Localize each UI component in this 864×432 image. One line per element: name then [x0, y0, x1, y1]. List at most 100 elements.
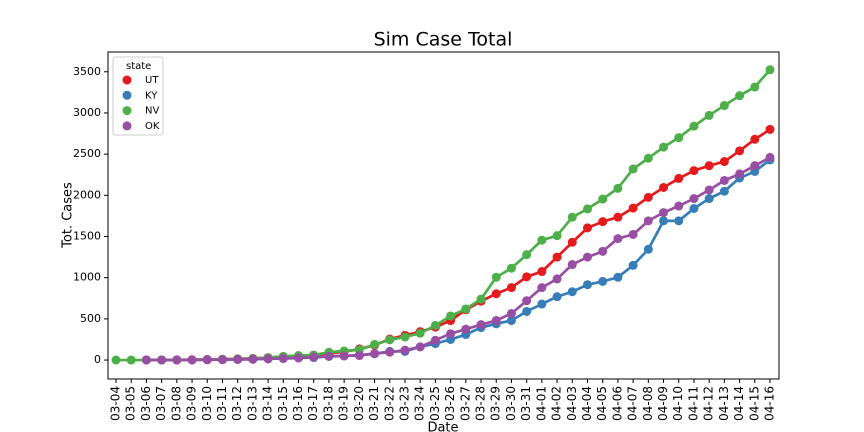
- data-point: [476, 294, 486, 304]
- data-point: [582, 280, 592, 290]
- y-tick-label: 2500: [73, 147, 101, 160]
- data-point: [567, 260, 577, 270]
- data-point: [506, 263, 516, 273]
- data-point: [522, 306, 532, 316]
- data-point: [628, 203, 638, 213]
- y-tick-label: 2000: [73, 188, 101, 201]
- data-point: [141, 355, 151, 365]
- data-point: [491, 316, 501, 326]
- data-point: [689, 194, 699, 204]
- data-point: [765, 124, 775, 134]
- x-tick-label: 03-05: [124, 386, 138, 421]
- data-point: [339, 351, 349, 361]
- data-point: [582, 252, 592, 262]
- data-point: [430, 335, 440, 345]
- x-tick-label: 04-06: [610, 386, 624, 421]
- data-point: [567, 212, 577, 222]
- data-point: [400, 332, 410, 342]
- data-point: [263, 354, 273, 364]
- x-tick-label: 03-12: [230, 386, 244, 421]
- legend-label: OK: [145, 121, 160, 132]
- x-tick-label: 04-13: [717, 386, 731, 421]
- data-point: [278, 353, 288, 363]
- data-point: [659, 208, 669, 218]
- x-tick-label: 03-26: [443, 386, 457, 421]
- data-point: [294, 353, 304, 363]
- data-point: [689, 203, 699, 213]
- data-point: [126, 355, 136, 365]
- data-point: [552, 231, 562, 241]
- data-point: [598, 194, 608, 204]
- x-tick-label: 03-08: [169, 386, 183, 421]
- data-point: [674, 133, 684, 143]
- data-point: [689, 121, 699, 131]
- x-tick-label: 04-16: [763, 386, 777, 421]
- data-point: [491, 272, 501, 282]
- x-tick-label: 03-17: [306, 386, 320, 421]
- x-tick-label: 03-28: [474, 386, 488, 421]
- x-tick-label: 03-15: [276, 386, 290, 421]
- y-axis-label: Tot. Cases: [61, 182, 76, 249]
- data-point: [446, 311, 456, 321]
- x-tick-label: 03-25: [428, 386, 442, 421]
- data-point: [324, 351, 334, 361]
- data-point: [217, 355, 227, 365]
- x-tick-label: 03-27: [458, 386, 472, 421]
- data-point: [704, 161, 714, 171]
- series-line: [146, 156, 771, 362]
- x-tick-label: 03-20: [352, 386, 366, 421]
- legend-label: NV: [145, 106, 159, 117]
- x-tick-label: 03-23: [397, 386, 411, 421]
- legend-marker: [122, 106, 132, 116]
- y-tick-label: 0: [94, 353, 101, 366]
- y-tick-label: 3000: [73, 106, 101, 119]
- data-point: [628, 260, 638, 270]
- x-tick-label: 03-24: [413, 386, 427, 421]
- data-point: [613, 212, 623, 222]
- data-point: [537, 267, 547, 277]
- data-point: [659, 142, 669, 152]
- data-point: [522, 272, 532, 282]
- x-tick-label: 04-12: [702, 386, 716, 421]
- data-point: [628, 229, 638, 239]
- x-tick-label: 03-18: [321, 386, 335, 421]
- data-point: [719, 186, 729, 196]
- x-tick-label: 03-29: [489, 386, 503, 421]
- data-point: [582, 223, 592, 233]
- legend-label: UT: [145, 75, 159, 86]
- data-point: [613, 234, 623, 244]
- data-point: [613, 183, 623, 193]
- data-point: [704, 110, 714, 120]
- legend-marker: [122, 75, 132, 85]
- data-point: [628, 164, 638, 174]
- y-tick-label: 500: [80, 312, 101, 325]
- data-point: [370, 348, 380, 358]
- data-point: [552, 274, 562, 284]
- series-line: [146, 128, 771, 362]
- data-point: [765, 65, 775, 75]
- data-point: [552, 252, 562, 262]
- x-tick-label: 04-05: [595, 386, 609, 421]
- data-point: [598, 276, 608, 286]
- x-axis-label: Date: [427, 421, 458, 432]
- x-tick-label: 03-16: [291, 386, 305, 421]
- x-tick-label: 04-14: [732, 386, 746, 421]
- data-point: [415, 342, 425, 352]
- data-point: [567, 287, 577, 297]
- data-point: [506, 316, 516, 326]
- data-point: [248, 354, 258, 364]
- x-tick-label: 03-22: [382, 386, 396, 421]
- x-tick-label: 03-11: [215, 386, 229, 421]
- data-point: [461, 324, 471, 334]
- data-point: [552, 292, 562, 302]
- data-point: [400, 345, 410, 355]
- data-point: [476, 320, 486, 330]
- data-point: [689, 166, 699, 176]
- plot-frame: [107, 51, 780, 380]
- data-point: [582, 204, 592, 214]
- series-line: [116, 68, 772, 362]
- data-point: [172, 355, 182, 365]
- data-point: [111, 355, 121, 365]
